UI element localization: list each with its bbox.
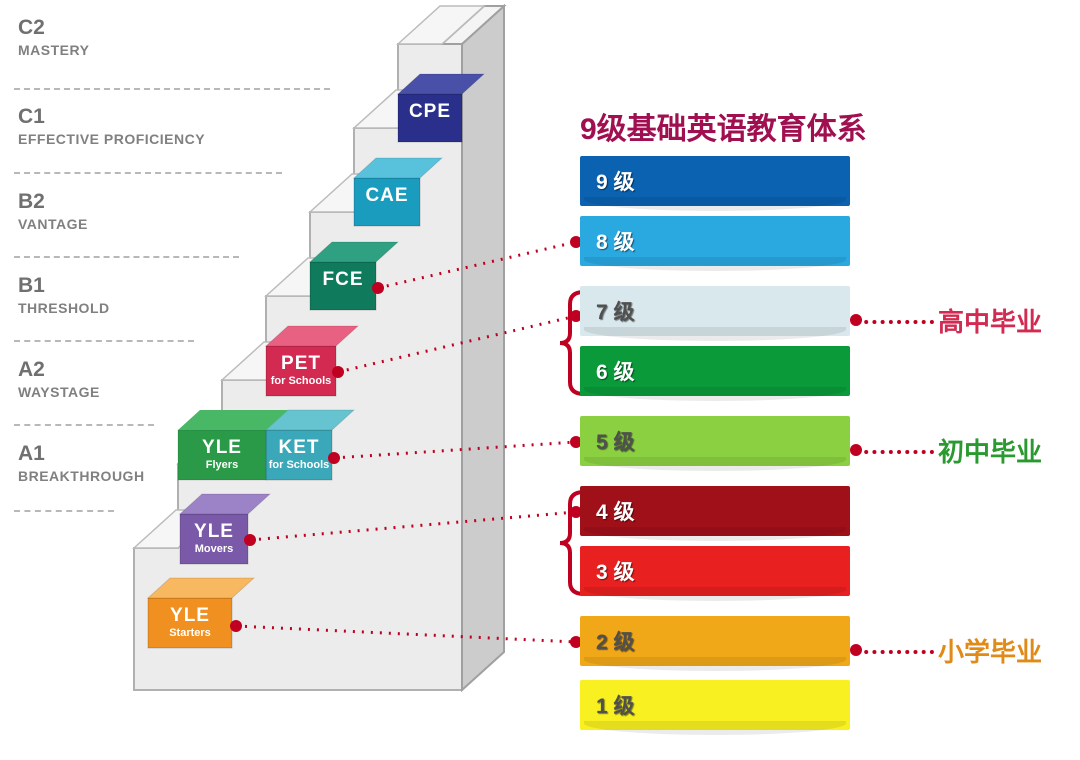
cefr-name: BREAKTHROUGH xyxy=(18,468,145,484)
cefr-code: C1 xyxy=(18,105,205,129)
cefr-level: A2 WAYSTAGE xyxy=(18,358,100,400)
exam-plaque: YLEStarters xyxy=(148,606,232,639)
dots-connector xyxy=(856,650,934,654)
exam-plaque: YLEFlyers xyxy=(178,438,266,471)
dots-connector xyxy=(856,450,934,454)
cefr-name: EFFECTIVE PROFICIENCY xyxy=(18,131,205,147)
level-bar: 5 级 xyxy=(580,416,850,466)
level-bar: 7 级 xyxy=(580,286,850,336)
cefr-name: VANTAGE xyxy=(18,216,88,232)
cefr-code: A1 xyxy=(18,442,145,466)
chart-title: 9级基础英语教育体系 xyxy=(580,104,867,148)
exam-plaque: KETfor Schools xyxy=(266,438,332,471)
cefr-name: WAYSTAGE xyxy=(18,384,100,400)
graduation-label: 小学毕业 xyxy=(938,632,1042,669)
cefr-code: B1 xyxy=(18,274,110,298)
cefr-code: B2 xyxy=(18,190,88,214)
level-bar: 9 级 xyxy=(580,156,850,206)
cefr-level: B1 THRESHOLD xyxy=(18,274,110,316)
exam-plaque: FCE xyxy=(310,270,376,291)
cefr-name: THRESHOLD xyxy=(18,300,110,316)
level-bar: 6 级 xyxy=(580,346,850,396)
exam-plaque: CPE xyxy=(398,102,462,123)
cefr-code: A2 xyxy=(18,358,100,382)
level-bar: 3 级 xyxy=(580,546,850,596)
graduation-label: 初中毕业 xyxy=(938,432,1042,469)
level-bar: 8 级 xyxy=(580,216,850,266)
cefr-level: C1 EFFECTIVE PROFICIENCY xyxy=(18,105,205,147)
cefr-level: A1 BREAKTHROUGH xyxy=(18,442,145,484)
dots-connector xyxy=(856,320,934,324)
cefr-level: B2 VANTAGE xyxy=(18,190,88,232)
level-bar: 1 级 xyxy=(580,680,850,730)
exam-plaque: CAE xyxy=(354,186,420,207)
level-bar: 4 级 xyxy=(580,486,850,536)
cefr-level: C2 MASTERY xyxy=(18,16,89,58)
graduation-label: 高中毕业 xyxy=(938,302,1042,339)
level-bar: 2 级 xyxy=(580,616,850,666)
exam-plaque: PETfor Schools xyxy=(266,354,336,387)
exam-plaque: YLEMovers xyxy=(180,522,248,555)
cefr-name: MASTERY xyxy=(18,42,89,58)
cefr-code: C2 xyxy=(18,16,89,40)
